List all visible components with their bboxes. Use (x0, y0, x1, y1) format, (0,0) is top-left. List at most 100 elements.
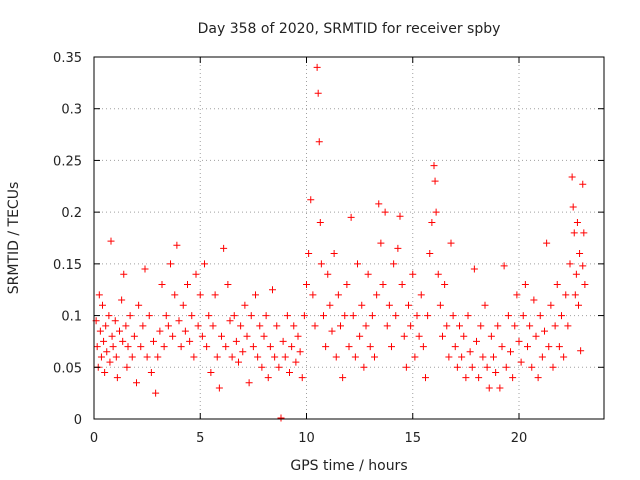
data-point (95, 291, 103, 299)
data-point (504, 312, 512, 320)
data-point (101, 368, 109, 376)
data-point (553, 281, 561, 289)
data-point (103, 348, 111, 356)
data-point (169, 332, 177, 340)
data-point (479, 353, 487, 361)
data-point (538, 353, 546, 361)
data-point (286, 368, 293, 376)
data-point (262, 312, 270, 320)
data-point (513, 291, 521, 299)
data-point (366, 343, 374, 351)
data-point (294, 332, 302, 340)
data-point (568, 173, 576, 181)
x-tick-labels: 0 5 10 15 20 (90, 431, 527, 446)
data-point (303, 281, 310, 289)
data-point (106, 358, 114, 366)
data-point (375, 200, 383, 208)
plot-frame (93, 56, 605, 420)
y-tick-label: 0.35 (53, 51, 82, 66)
data-point (141, 265, 149, 273)
data-point (315, 138, 323, 146)
data-point (470, 265, 478, 273)
x-axis-label: GPS time / hours (290, 458, 407, 474)
data-point (464, 312, 472, 320)
data-point (298, 374, 306, 382)
data-point (332, 353, 340, 361)
data-point (532, 332, 540, 340)
y-tick-label: 0.05 (53, 361, 82, 376)
data-point (275, 363, 283, 371)
data-point (107, 237, 115, 245)
data-point (213, 353, 221, 361)
data-point (407, 322, 415, 330)
grid-lines (94, 57, 604, 419)
data-point (502, 363, 510, 371)
data-point (241, 301, 249, 309)
data-point (102, 322, 110, 330)
data-point (226, 317, 234, 325)
data-point (354, 260, 361, 268)
data-point (330, 250, 338, 258)
data-point (145, 312, 153, 320)
x-tick-label: 5 (196, 431, 204, 446)
data-point (264, 374, 272, 382)
data-point (385, 301, 393, 309)
data-point (388, 343, 395, 351)
data-point (243, 332, 251, 340)
data-point (413, 312, 421, 320)
data-point (473, 337, 480, 345)
data-point (260, 332, 268, 340)
data-point (207, 368, 215, 376)
data-point (398, 281, 406, 289)
data-point (175, 317, 183, 325)
data-point (575, 301, 582, 309)
data-point (222, 343, 230, 351)
data-point (152, 389, 160, 397)
data-point (277, 414, 285, 422)
data-point (256, 322, 264, 330)
data-point (108, 332, 116, 340)
data-point (419, 343, 427, 351)
data-point (564, 322, 572, 330)
data-point (137, 343, 145, 351)
y-tick-label: 0.2 (61, 206, 82, 221)
data-point (266, 343, 274, 351)
data-point (305, 250, 313, 258)
data-point (239, 348, 247, 356)
data-point (288, 343, 296, 351)
data-point (547, 301, 555, 309)
data-point (184, 281, 191, 289)
data-point (400, 332, 408, 340)
data-point (351, 353, 359, 361)
data-point (462, 374, 470, 382)
data-point (154, 353, 162, 361)
data-point (186, 337, 194, 345)
data-point (431, 177, 439, 185)
data-point (436, 301, 444, 309)
data-point (247, 312, 255, 320)
data-point (534, 374, 542, 382)
data-point (500, 262, 508, 270)
data-point (577, 347, 585, 355)
data-point (475, 374, 483, 382)
data-point (402, 363, 410, 371)
data-point (179, 301, 187, 309)
data-point (377, 239, 385, 247)
data-point (443, 322, 451, 330)
data-point (536, 312, 544, 320)
data-point (228, 353, 236, 361)
data-point (109, 343, 117, 351)
data-point (434, 270, 442, 278)
data-point (188, 312, 196, 320)
data-point (281, 353, 289, 361)
data-point (105, 312, 113, 320)
data-point (509, 374, 517, 382)
data-point (379, 281, 387, 289)
data-point (230, 312, 238, 320)
data-point (96, 327, 104, 335)
data-point (160, 343, 168, 351)
data-point (162, 312, 170, 320)
data-point (349, 312, 357, 320)
data-point (456, 322, 463, 330)
data-point (279, 337, 287, 345)
